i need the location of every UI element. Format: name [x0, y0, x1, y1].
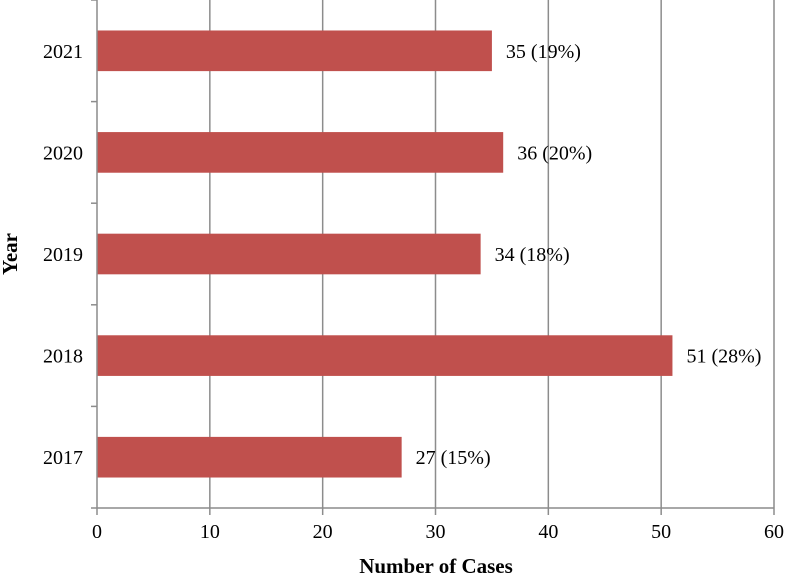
data-labels: 35 (19%) 36 (20%) 34 (18%) 51 (28%) 27 (15%): [416, 41, 762, 469]
x-axis-title: Number of Cases: [359, 554, 513, 578]
y-tick-label-2017: 2017: [43, 447, 83, 469]
data-label-2019: 34 (18%): [495, 244, 570, 266]
x-tick-label-30: 30: [426, 521, 446, 543]
x-tick-labels: 0 10 20 30 40 50 60: [92, 508, 784, 543]
bars: [97, 30, 673, 478]
y-tick-label-2021: 2021: [43, 41, 83, 63]
y-tick-label-2020: 2020: [43, 142, 83, 164]
bar-2018: [97, 335, 673, 376]
bar-2017: [97, 436, 402, 478]
bar-2019: [97, 233, 481, 275]
y-axis-title: Year: [0, 233, 22, 275]
x-tick-label-10: 10: [200, 521, 220, 543]
data-label-2020: 36 (20%): [517, 142, 592, 164]
data-label-2017: 27 (15%): [416, 447, 491, 469]
y-tick-label-2019: 2019: [43, 244, 83, 266]
x-tick-label-40: 40: [538, 521, 558, 543]
x-tick-label-0: 0: [92, 521, 102, 543]
bar-2020: [97, 132, 504, 173]
data-label-2021: 35 (19%): [506, 41, 581, 63]
y-tick-label-2018: 2018: [43, 346, 83, 368]
bar-2021: [97, 30, 492, 72]
x-tick-label-50: 50: [651, 521, 671, 543]
x-tick-label-20: 20: [313, 521, 333, 543]
x-tick-label-60: 60: [764, 521, 784, 543]
data-label-2018: 51 (28%): [686, 346, 761, 368]
y-tick-labels: 2021 2020 2019 2018 2017: [43, 0, 97, 509]
